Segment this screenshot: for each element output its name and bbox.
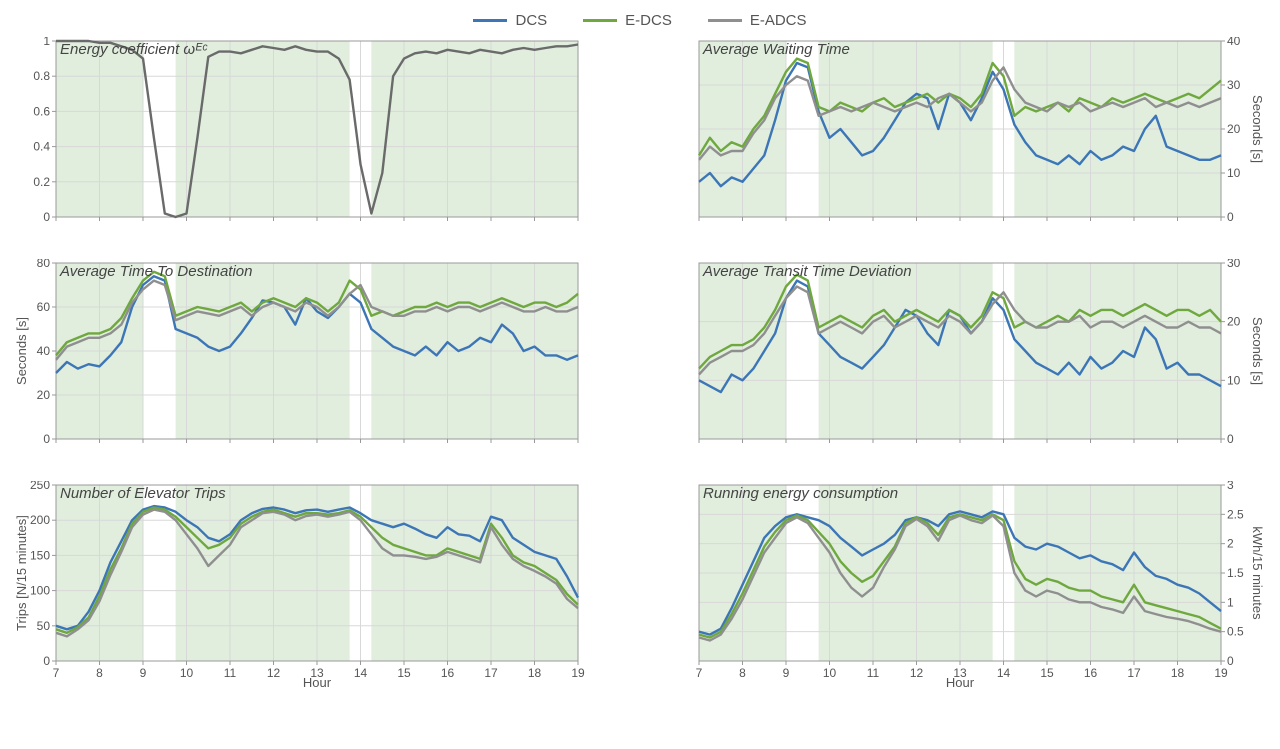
panel-avg-transit-dev: Average Transit Time Deviation 0 10 20 30 Se… <box>655 259 1268 467</box>
svg-text:11: 11 <box>867 666 880 680</box>
svg-text:150: 150 <box>30 548 50 562</box>
svg-text:Hour: Hour <box>303 675 332 689</box>
svg-text:0: 0 <box>1227 210 1234 224</box>
panel-title: Energy coefficient ωᴱᶜ <box>60 41 207 58</box>
svg-text:0.5: 0.5 <box>1227 625 1244 639</box>
svg-text:12: 12 <box>910 666 924 680</box>
svg-text:1.5: 1.5 <box>1227 566 1244 580</box>
svg-text:16: 16 <box>1084 666 1098 680</box>
panel-title: Number of Elevator Trips <box>60 485 226 502</box>
chart-svg: 0 0.2 0.4 0.6 0.8 1 <box>12 37 622 245</box>
panel-title: Running energy consumption <box>703 485 898 502</box>
panel-energy-cons: Running energy consumption 0 0.5 1 1.5 2 2.5 3… <box>655 481 1268 689</box>
panel-energy-coef: Energy coefficient ωᴱᶜ 0 0.2 0.4 0.6 0.8 1 <box>12 37 625 245</box>
legend-item-edcs: E-DCS <box>583 12 672 29</box>
svg-text:12: 12 <box>267 666 281 680</box>
svg-text:Seconds [s]: Seconds [s] <box>1250 317 1265 385</box>
svg-text:0: 0 <box>43 432 50 446</box>
svg-text:20: 20 <box>1227 122 1241 136</box>
chart-svg: 00.511.522.53kWh/15 minutes7891011121314… <box>655 481 1265 689</box>
svg-text:10: 10 <box>180 666 194 680</box>
svg-text:200: 200 <box>30 513 50 527</box>
legend: DCS E-DCS E-ADCS <box>12 12 1268 29</box>
svg-text:0: 0 <box>1227 654 1234 668</box>
svg-text:Hour: Hour <box>946 675 975 689</box>
svg-text:11: 11 <box>224 666 237 680</box>
svg-text:9: 9 <box>140 666 147 680</box>
svg-text:1: 1 <box>1227 595 1234 609</box>
svg-text:40: 40 <box>37 344 51 358</box>
svg-text:10: 10 <box>1227 166 1241 180</box>
svg-text:0: 0 <box>43 654 50 668</box>
svg-text:3: 3 <box>1227 481 1234 492</box>
svg-text:17: 17 <box>484 666 498 680</box>
panel-title: Average Waiting Time <box>703 41 850 58</box>
svg-text:14: 14 <box>354 666 368 680</box>
svg-text:Seconds [s]: Seconds [s] <box>1250 95 1265 163</box>
figure: DCS E-DCS E-ADCS Energy coefficient ωᴱᶜ … <box>12 12 1268 689</box>
svg-text:8: 8 <box>96 666 103 680</box>
svg-text:0.6: 0.6 <box>33 104 50 118</box>
svg-text:40: 40 <box>1227 37 1241 48</box>
svg-text:20: 20 <box>1227 315 1241 329</box>
svg-text:10: 10 <box>823 666 837 680</box>
panel-num-trips: Number of Elevator Trips 0 50 100 150 200 250… <box>12 481 625 689</box>
chart-svg: 0 20 40 60 80 Seconds [s] <box>12 259 622 467</box>
svg-text:19: 19 <box>1214 666 1228 680</box>
legend-label: E-DCS <box>625 12 672 29</box>
svg-text:20: 20 <box>37 388 51 402</box>
chart-svg: 0 10 20 30 Seconds [s] <box>655 259 1265 467</box>
svg-text:15: 15 <box>1040 666 1054 680</box>
svg-text:80: 80 <box>37 259 51 270</box>
panel-avg-wait: Average Waiting Time 0 10 20 30 40 Seconds [s… <box>655 37 1268 245</box>
svg-text:15: 15 <box>397 666 411 680</box>
svg-text:10: 10 <box>1227 373 1241 387</box>
svg-text:30: 30 <box>1227 78 1241 92</box>
svg-text:18: 18 <box>528 666 542 680</box>
svg-text:19: 19 <box>571 666 585 680</box>
svg-text:17: 17 <box>1127 666 1141 680</box>
svg-text:16: 16 <box>441 666 455 680</box>
svg-text:50: 50 <box>37 619 51 633</box>
legend-label: DCS <box>515 12 547 29</box>
svg-text:0.2: 0.2 <box>33 175 50 189</box>
legend-item-eadcs: E-ADCS <box>708 12 807 29</box>
legend-swatch <box>583 19 617 22</box>
svg-text:kWh/15 minutes: kWh/15 minutes <box>1250 526 1265 620</box>
panel-title: Average Transit Time Deviation <box>703 263 912 280</box>
svg-text:Trips [N/15 minutes]: Trips [N/15 minutes] <box>14 515 29 631</box>
svg-text:Seconds [s]: Seconds [s] <box>14 317 29 385</box>
svg-text:7: 7 <box>53 666 60 680</box>
svg-text:0: 0 <box>1227 432 1234 446</box>
svg-text:18: 18 <box>1171 666 1185 680</box>
panel-avg-ttd: Average Time To Destination 0 20 40 60 80 Sec… <box>12 259 625 467</box>
legend-label: E-ADCS <box>750 12 807 29</box>
svg-text:30: 30 <box>1227 259 1241 270</box>
svg-text:100: 100 <box>30 584 50 598</box>
svg-text:7: 7 <box>696 666 703 680</box>
panel-title: Average Time To Destination <box>60 263 252 280</box>
svg-text:0.8: 0.8 <box>33 69 50 83</box>
legend-swatch <box>473 19 507 22</box>
svg-text:8: 8 <box>739 666 746 680</box>
panel-grid: Energy coefficient ωᴱᶜ 0 0.2 0.4 0.6 0.8 1 Av… <box>12 37 1268 689</box>
svg-text:0: 0 <box>43 210 50 224</box>
svg-text:2.5: 2.5 <box>1227 507 1244 521</box>
chart-svg: 0 10 20 30 40 Seconds [s] <box>655 37 1265 245</box>
legend-item-dcs: DCS <box>473 12 547 29</box>
svg-text:2: 2 <box>1227 537 1234 551</box>
svg-text:0.4: 0.4 <box>33 140 50 154</box>
svg-text:250: 250 <box>30 481 50 492</box>
svg-text:14: 14 <box>997 666 1011 680</box>
svg-text:60: 60 <box>37 300 51 314</box>
chart-svg: 0 50 100 150 200 250 Trips [N/15 minutes] 7 8 9 10… <box>12 481 622 689</box>
legend-swatch <box>708 19 742 22</box>
svg-text:9: 9 <box>783 666 790 680</box>
svg-text:1: 1 <box>43 37 50 48</box>
